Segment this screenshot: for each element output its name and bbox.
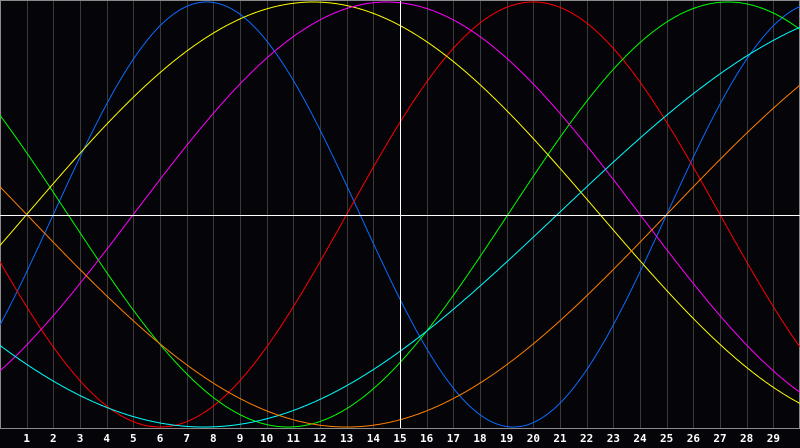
x-tick-label: 22	[580, 432, 593, 445]
x-tick-label: 15	[393, 432, 406, 445]
x-tick-label: 9	[237, 432, 244, 445]
x-tick-label: 10	[260, 432, 273, 445]
x-tick-label: 8	[210, 432, 217, 445]
x-tick-label: 7	[183, 432, 190, 445]
x-tick-label: 24	[633, 432, 647, 445]
x-tick-label: 29	[767, 432, 780, 445]
x-tick-label: 16	[420, 432, 434, 445]
x-tick-label: 4	[103, 432, 110, 445]
x-tick-label: 19	[500, 432, 513, 445]
x-tick-label: 3	[77, 432, 84, 445]
x-tick-label: 27	[713, 432, 726, 445]
x-tick-label: 23	[607, 432, 620, 445]
x-tick-label: 5	[130, 432, 137, 445]
x-tick-label: 2	[50, 432, 57, 445]
x-tick-label: 14	[367, 432, 381, 445]
x-tick-label: 18	[473, 432, 486, 445]
x-tick-label: 13	[340, 432, 353, 445]
x-tick-label: 11	[287, 432, 301, 445]
x-tick-label: 25	[660, 432, 673, 445]
x-tick-label: 17	[447, 432, 460, 445]
x-tick-label: 20	[527, 432, 540, 445]
x-tick-label: 21	[553, 432, 567, 445]
x-tick-label: 6	[157, 432, 164, 445]
x-tick-label: 12	[313, 432, 326, 445]
x-tick-label: 28	[740, 432, 753, 445]
x-tick-label: 26	[687, 432, 701, 445]
x-tick-label: 1	[23, 432, 30, 445]
